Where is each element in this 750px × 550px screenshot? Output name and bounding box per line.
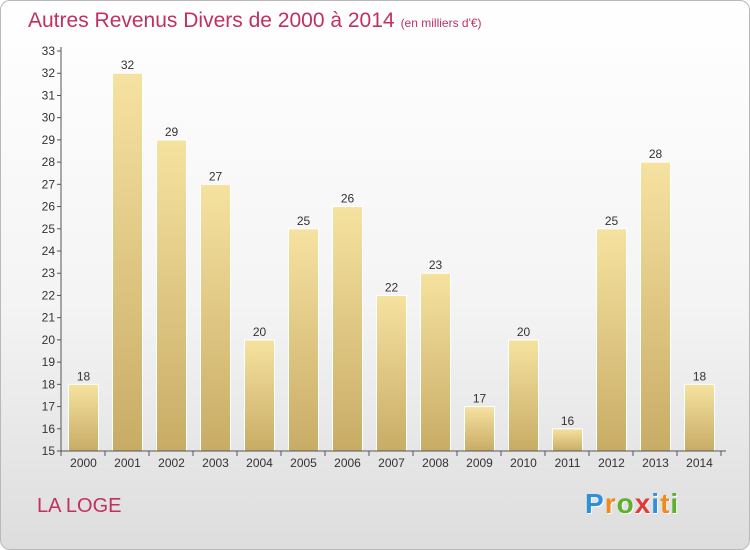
bar-2006 bbox=[332, 206, 363, 452]
bar-2003 bbox=[200, 183, 231, 452]
bar-2011 bbox=[552, 428, 583, 452]
bar-2008 bbox=[420, 272, 451, 452]
x-tick-label: 2009 bbox=[466, 456, 493, 470]
bar-value-label: 22 bbox=[385, 280, 399, 294]
bar-value-label: 18 bbox=[693, 369, 707, 383]
proxiti-logo: Proxiti bbox=[585, 488, 679, 520]
x-tick-label: 2008 bbox=[422, 456, 449, 470]
y-tick-label: 19 bbox=[42, 355, 56, 369]
bar-2004 bbox=[244, 339, 275, 452]
bar-value-label: 17 bbox=[473, 392, 487, 406]
y-tick-label: 30 bbox=[42, 111, 56, 125]
x-tick-label: 2011 bbox=[555, 456, 581, 470]
y-tick-label: 25 bbox=[42, 222, 56, 236]
x-tick-label: 2006 bbox=[334, 456, 361, 470]
x-tick-label: 2005 bbox=[290, 456, 317, 470]
y-tick-label: 16 bbox=[42, 422, 56, 436]
x-tick-label: 2014 bbox=[686, 456, 713, 470]
bar-value-label: 23 bbox=[429, 258, 443, 272]
bar-value-label: 27 bbox=[209, 169, 223, 183]
y-tick-label: 32 bbox=[42, 66, 56, 80]
bar-value-label: 20 bbox=[253, 325, 267, 339]
bar-2014 bbox=[684, 383, 715, 452]
x-tick-label: 2007 bbox=[378, 456, 405, 470]
x-tick-label: 2012 bbox=[598, 456, 625, 470]
x-tick-label: 2002 bbox=[158, 456, 185, 470]
y-tick-label: 22 bbox=[42, 288, 56, 302]
bar-value-label: 20 bbox=[517, 325, 531, 339]
x-tick-label: 2003 bbox=[202, 456, 229, 470]
bar-value-label: 25 bbox=[605, 214, 619, 228]
x-tick-label: 2000 bbox=[70, 456, 97, 470]
y-tick-label: 26 bbox=[42, 200, 56, 214]
chart-title: Autres Revenus Divers de 2000 à 2014 bbox=[28, 9, 395, 32]
bar-value-label: 16 bbox=[561, 414, 575, 428]
logo-letter: o bbox=[616, 488, 635, 519]
bar-2000 bbox=[68, 383, 99, 452]
chart-title-row: Autres Revenus Divers de 2000 à 2014 (en … bbox=[28, 9, 482, 33]
x-tick-label: 2010 bbox=[510, 456, 537, 470]
bar-2001 bbox=[112, 72, 143, 452]
bar-value-label: 29 bbox=[165, 125, 179, 139]
y-tick-label: 23 bbox=[42, 266, 56, 280]
y-tick-label: 29 bbox=[42, 133, 56, 147]
logo-letter: x bbox=[634, 488, 652, 519]
x-axis: 2000 2001 2002 2003 2004 2005 2006 2007 2008 2009… bbox=[60, 450, 726, 470]
bar-2009 bbox=[464, 406, 495, 452]
y-tick-label: 18 bbox=[42, 377, 56, 391]
bar-2005 bbox=[288, 228, 319, 452]
logo-letter: r bbox=[604, 488, 617, 519]
y-axis: 15 16 17 18 19 20 21 22 23 24 25 26 27 28 29 30 31 32 33 bbox=[42, 44, 62, 458]
bar-value-label: 28 bbox=[649, 147, 663, 161]
y-tick-label: 28 bbox=[42, 155, 56, 169]
bar-value-label: 32 bbox=[121, 58, 135, 72]
y-tick-label: 15 bbox=[42, 444, 56, 458]
y-tick-label: 21 bbox=[42, 311, 56, 325]
y-tick-label: 17 bbox=[42, 400, 56, 414]
bars: 18 32 29 27 20 25 26 22 23 17 20 16 25 28 18 bbox=[68, 58, 715, 452]
logo-letter: P bbox=[585, 488, 605, 519]
bar-value-label: 25 bbox=[297, 214, 311, 228]
bar-2010 bbox=[508, 339, 539, 452]
logo-letter: t bbox=[660, 488, 671, 519]
bar-2002 bbox=[156, 139, 187, 452]
x-tick-label: 2004 bbox=[246, 456, 273, 470]
x-tick-label: 2013 bbox=[642, 456, 669, 470]
location-label: LA LOGE bbox=[37, 495, 122, 517]
chart-subtitle: (en milliers d'€) bbox=[400, 16, 482, 30]
y-tick-label: 20 bbox=[42, 333, 56, 347]
bar-value-label: 18 bbox=[77, 369, 91, 383]
y-tick-label: 31 bbox=[42, 88, 56, 102]
x-tick-label: 2001 bbox=[114, 456, 141, 470]
logo-letter: i bbox=[651, 488, 661, 519]
bar-2013 bbox=[640, 161, 671, 452]
logo-letter: i bbox=[670, 488, 680, 519]
y-tick-label: 24 bbox=[42, 244, 56, 258]
bar-2007 bbox=[376, 294, 407, 452]
bar-2012 bbox=[596, 228, 627, 452]
bar-value-label: 26 bbox=[341, 192, 355, 206]
y-tick-label: 33 bbox=[42, 44, 56, 58]
y-tick-label: 27 bbox=[42, 177, 56, 191]
